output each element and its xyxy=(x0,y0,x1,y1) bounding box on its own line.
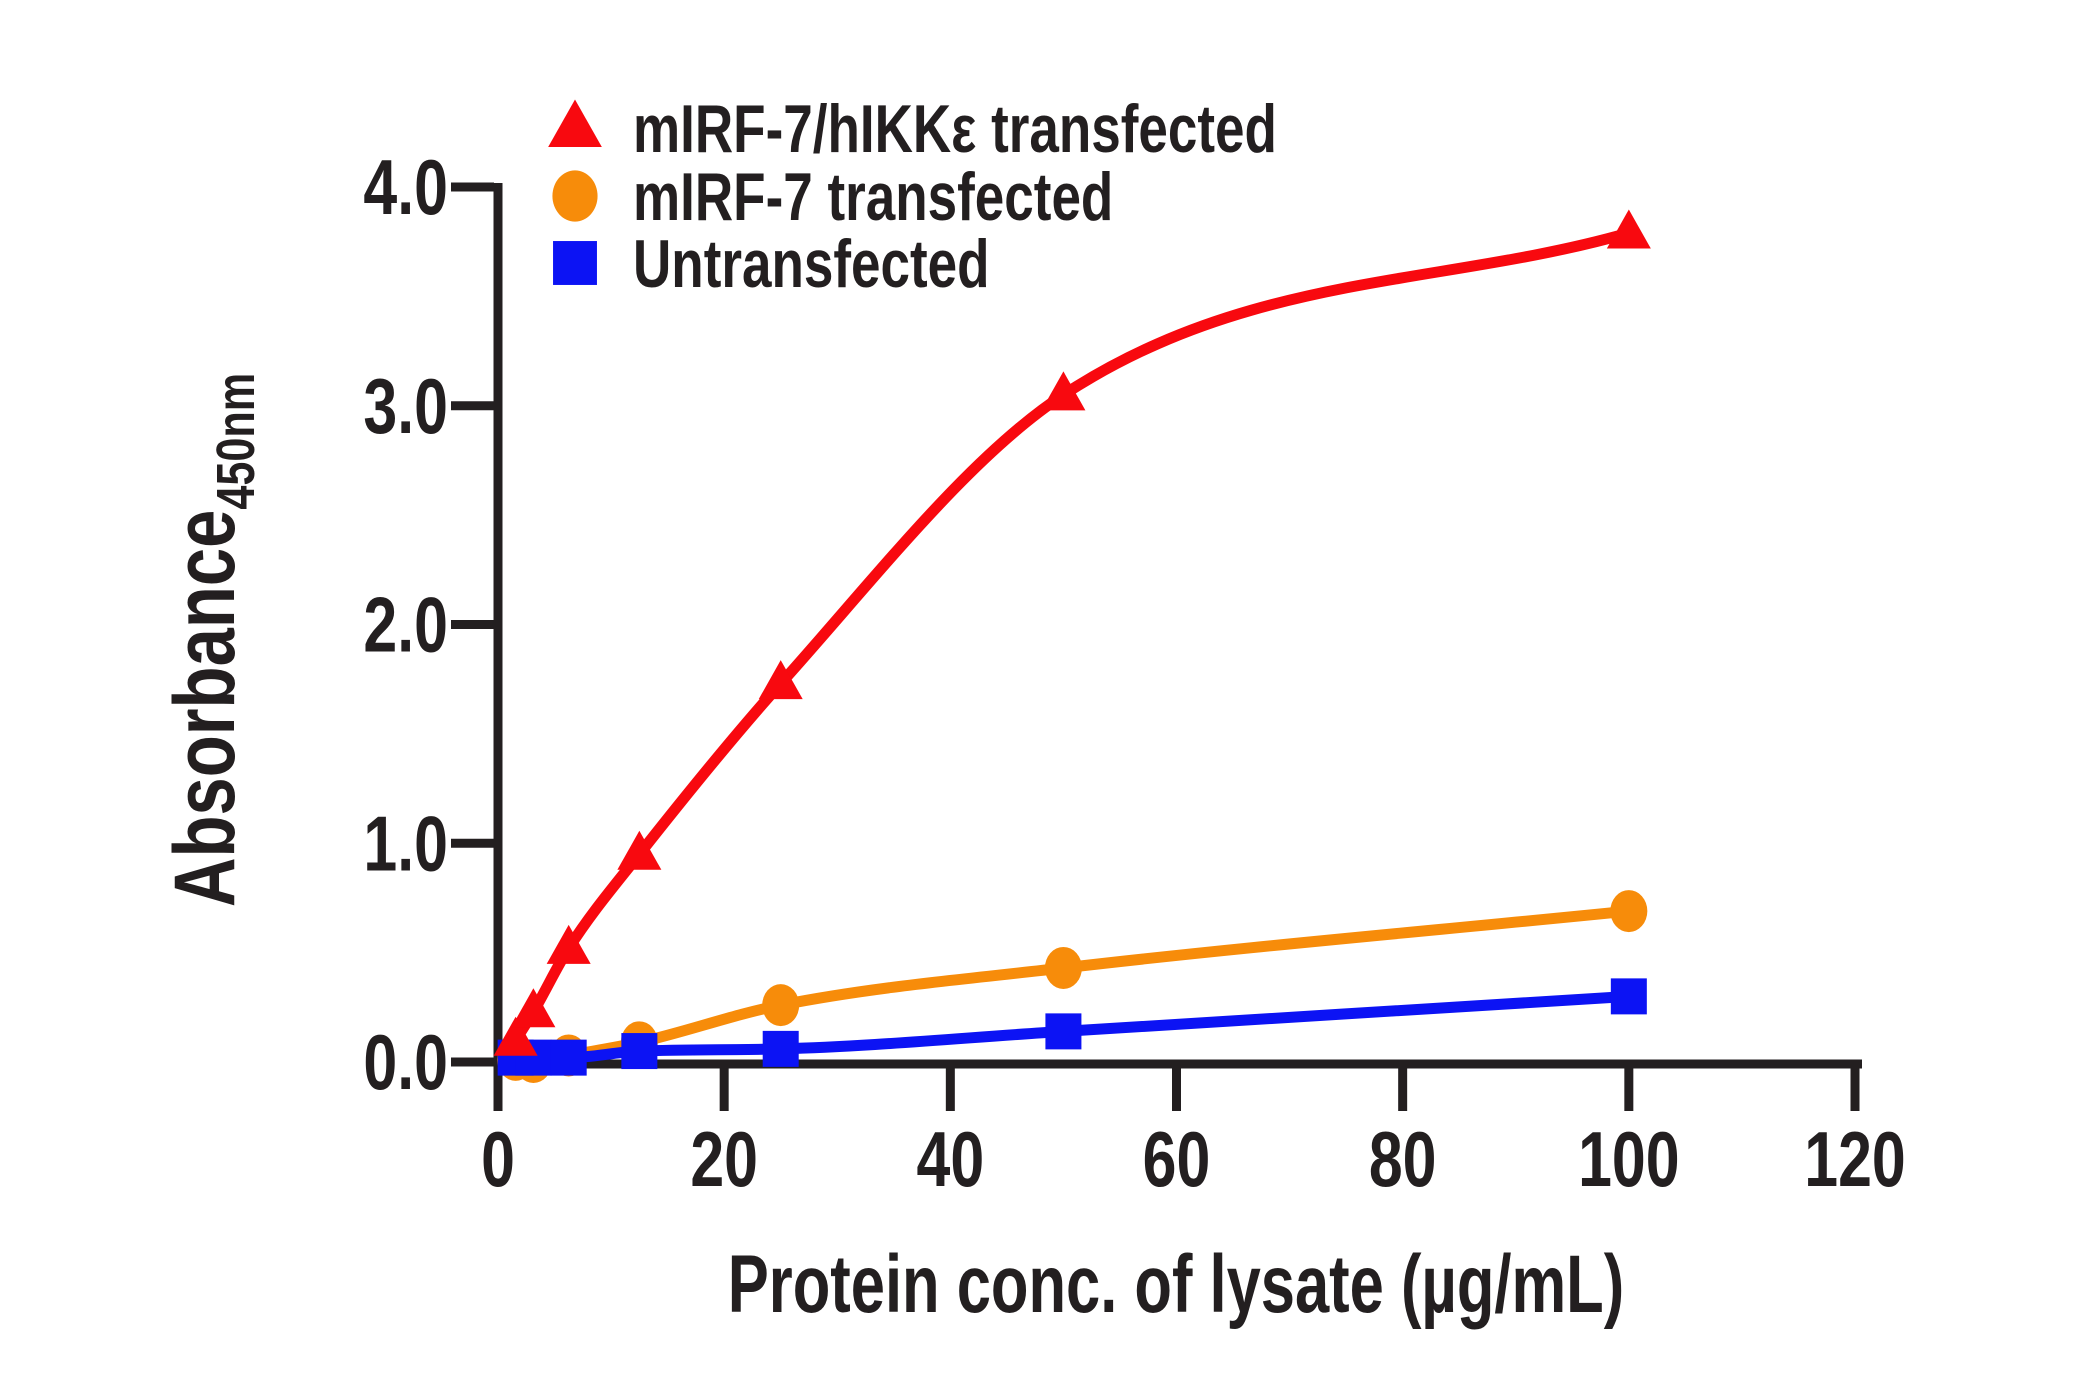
svg-text:40: 40 xyxy=(917,1116,985,1203)
data-point-circle xyxy=(1044,946,1082,989)
y-tick-label: 0.0 xyxy=(363,1019,448,1106)
svg-text:4.0: 4.0 xyxy=(363,144,448,231)
data-point-triangle xyxy=(493,1016,538,1056)
data-point-triangle xyxy=(1606,209,1651,249)
svg-text:120: 120 xyxy=(1804,1116,1906,1203)
y-axis-title: Absorbance450nm xyxy=(157,373,266,907)
x-axis-ticks: 0 20 40 60 80 100 120 xyxy=(481,1068,1906,1203)
legend-label: mIRF-7/hIKKε transfected xyxy=(633,91,1277,167)
legend-label: Untransfected xyxy=(633,226,990,302)
x-tick-label: 120 xyxy=(1804,1116,1906,1203)
svg-text:Protein conc. of lysate (µg/mL: Protein conc. of lysate (µg/mL) xyxy=(728,1238,1624,1330)
legend-item: mIRF-7 transfected xyxy=(552,159,1113,235)
series-square xyxy=(497,978,1647,1076)
x-tick-label: 60 xyxy=(1143,1116,1211,1203)
legend-label: mIRF-7 transfected xyxy=(633,159,1113,235)
data-point-triangle xyxy=(758,660,803,700)
svg-text:2.0: 2.0 xyxy=(363,581,448,668)
x-tick-label: 40 xyxy=(917,1116,985,1203)
y-tick-label: 1.0 xyxy=(363,800,448,887)
legend-item: Untransfected xyxy=(553,226,990,302)
legend-square-icon xyxy=(553,241,597,285)
legend-triangle-icon xyxy=(548,99,602,148)
data-point-square xyxy=(1610,978,1647,1015)
legend-circle-icon xyxy=(552,170,598,222)
data-point-triangle xyxy=(511,988,556,1028)
x-tick-label: 20 xyxy=(690,1116,758,1203)
y-tick-label: 2.0 xyxy=(363,581,448,668)
svg-text:0.0: 0.0 xyxy=(363,1019,448,1106)
svg-text:Untransfected: Untransfected xyxy=(633,226,990,302)
svg-text:20: 20 xyxy=(690,1116,758,1203)
svg-text:100: 100 xyxy=(1578,1116,1680,1203)
legend-item: mIRF-7/hIKKε transfected xyxy=(548,91,1277,167)
data-point-circle xyxy=(762,984,800,1027)
y-axis-ticks: 0.0 1.0 2.0 3.0 4.0 xyxy=(363,144,494,1106)
x-tick-label: 100 xyxy=(1578,1116,1680,1203)
svg-text:80: 80 xyxy=(1369,1116,1437,1203)
x-tick-label: 80 xyxy=(1369,1116,1437,1203)
data-point-circle xyxy=(1610,890,1648,933)
svg-text:60: 60 xyxy=(1143,1116,1211,1203)
svg-text:1.0: 1.0 xyxy=(363,800,448,887)
svg-text:mIRF-7/hIKKε transfected: mIRF-7/hIKKε transfected xyxy=(633,91,1277,167)
data-point-triangle xyxy=(1041,371,1086,411)
data-point-square xyxy=(550,1039,587,1076)
x-axis-title: Protein conc. of lysate (µg/mL) xyxy=(728,1238,1624,1330)
svg-text:mIRF-7 transfected: mIRF-7 transfected xyxy=(633,159,1113,235)
axis-titles: Protein conc. of lysate (µg/mL) Absorbanc… xyxy=(157,373,1625,1330)
y-tick-label: 3.0 xyxy=(363,362,448,449)
series-triangle xyxy=(493,209,1651,1056)
data-point-square xyxy=(1045,1013,1082,1050)
svg-text:0: 0 xyxy=(481,1116,515,1203)
y-tick-label: 4.0 xyxy=(363,144,448,231)
data-point-triangle xyxy=(546,924,591,964)
svg-text:3.0: 3.0 xyxy=(363,362,448,449)
x-tick-label: 0 xyxy=(481,1116,515,1203)
svg-text:Absorbance450nm: Absorbance450nm xyxy=(157,373,266,907)
data-point-square xyxy=(621,1033,658,1070)
data-point-triangle xyxy=(617,830,662,870)
axes xyxy=(493,183,1862,1102)
data-point-square xyxy=(762,1030,799,1067)
